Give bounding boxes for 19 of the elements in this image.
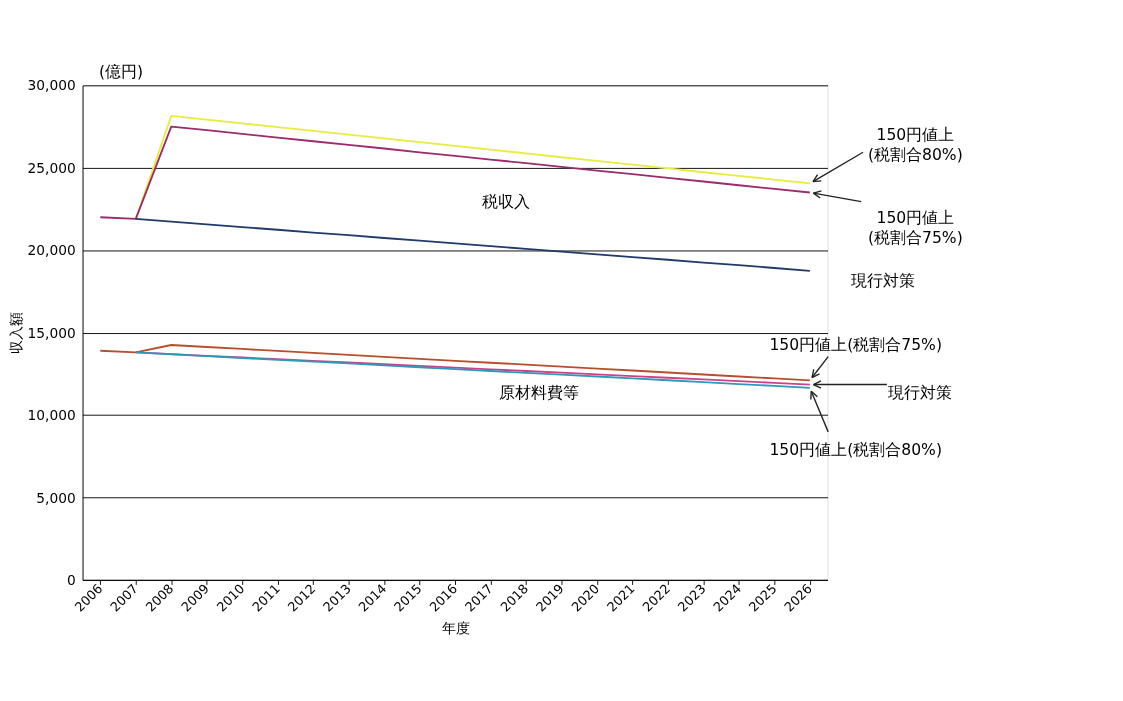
y-tick-label: 30,000: [27, 77, 76, 94]
y-tick-label: 10,000: [27, 407, 76, 424]
annotation: 150円値上(税割合80%): [769, 440, 942, 459]
y-tick-label: 15,000: [27, 324, 76, 341]
y-tick-label: 5,000: [36, 489, 76, 506]
line-series: [134, 217, 811, 272]
y-axis-title: 収入額: [8, 312, 25, 355]
annotation: 原材料費等: [498, 384, 579, 403]
annotation: 税収入: [482, 193, 531, 212]
y-tick-label: 0: [66, 571, 76, 588]
y-tick-label: 25,000: [27, 159, 76, 176]
annotation: 150円値上(税割合75%): [769, 336, 942, 355]
annotation: 現行対策: [851, 272, 916, 291]
x-axis-title: 年度: [441, 619, 470, 636]
annotation: 現行対策: [887, 384, 952, 403]
text: (億円): [99, 63, 144, 82]
annotation: 150円値上 (税割合80%): [867, 126, 963, 165]
y-tick-label: 20,000: [27, 242, 76, 259]
annotation: 150円値上 (税割合75%): [867, 208, 963, 247]
